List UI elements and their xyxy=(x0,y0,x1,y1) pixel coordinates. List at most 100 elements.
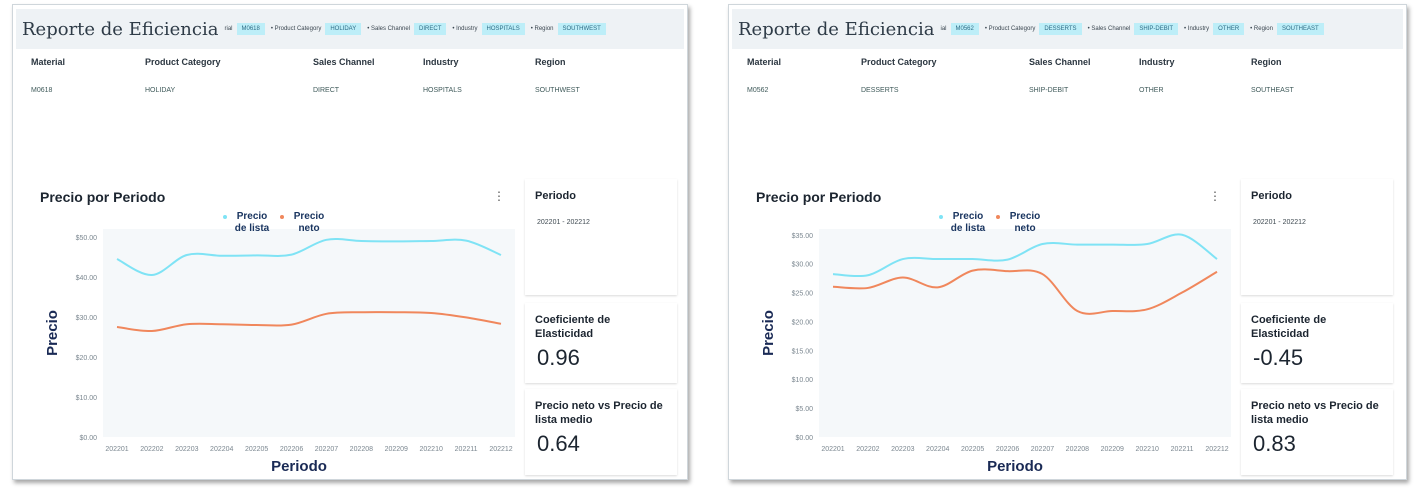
info-column-value: DESSERTS xyxy=(861,87,899,94)
filter-chip[interactable]: • Industry OTHER xyxy=(1184,23,1245,35)
filter-value[interactable]: M0618 xyxy=(236,23,265,35)
periodo-card: Periodo 202201 - 202212 xyxy=(1241,179,1393,295)
material-info-table: Material M0562 Product Category DESSERTS Sal… xyxy=(743,57,1396,107)
elasticity-card: Coeficiente de Elasticidad 0.96 xyxy=(525,303,677,383)
legend-swatch-icon xyxy=(280,215,284,219)
info-column: Industry HOSPITALS xyxy=(423,57,462,94)
price-ratio-title: Precio neto vs Precio de lista medio xyxy=(1251,400,1379,426)
x-tick-label: 202201 xyxy=(821,446,844,453)
report-title: Reporte de Eficiencia xyxy=(738,18,935,40)
plot-area xyxy=(103,229,515,437)
y-tick-label: $40.00 xyxy=(76,275,98,282)
info-column-header: Industry xyxy=(423,57,459,67)
filter-value[interactable]: OTHER xyxy=(1213,23,1245,35)
filter-value[interactable]: SOUTHWEST xyxy=(557,23,606,35)
x-tick-label: 202210 xyxy=(420,446,443,453)
more-options-icon[interactable]: ⋮ xyxy=(493,189,505,203)
price-chart-card: $0.00 $5.00 $10.00 $15.00 $20.00 $25.00 $30.00… xyxy=(739,179,1239,475)
periodo-value: 202201 - 202212 xyxy=(1253,219,1306,226)
filter-label: rial xyxy=(224,26,233,32)
info-column-header: Material xyxy=(747,57,782,67)
report-header: Reporte de Eficiencia rial M0618 • Product… xyxy=(16,9,684,49)
periodo-value: 202201 - 202212 xyxy=(537,219,590,226)
price-chart-card: $0.00 $10.00 $20.00 $30.00 $40.00 $50.00 20220… xyxy=(23,179,523,475)
filter-label: • Product Category xyxy=(984,26,1036,32)
y-tick-label: $50.00 xyxy=(76,235,98,242)
info-column-value: DIRECT xyxy=(313,87,340,94)
x-tick-label: 202209 xyxy=(1101,446,1124,453)
x-tick-label: 202207 xyxy=(1031,446,1054,453)
y-tick-label: $30.00 xyxy=(76,315,98,322)
y-tick-label: $25.00 xyxy=(792,291,814,298)
report-header: Reporte de Eficiencia ial M0562 • Product … xyxy=(732,9,1403,49)
filter-label: ial xyxy=(940,26,947,32)
filter-value[interactable]: DIRECT xyxy=(414,23,447,35)
legend-item[interactable]: Precio neto xyxy=(996,211,1045,235)
y-tick-label: $0.00 xyxy=(79,435,97,442)
legend-item[interactable]: Precio neto xyxy=(280,211,329,235)
info-column: Product Category HOLIDAY xyxy=(145,57,221,94)
filter-value[interactable]: M0562 xyxy=(950,23,979,35)
legend-label: Precio neto xyxy=(293,211,325,234)
series-line[interactable] xyxy=(832,268,1218,315)
info-column-value: SHIP-DEBIT xyxy=(1029,87,1069,94)
y-tick-label: $10.00 xyxy=(76,395,98,402)
filter-chip[interactable]: • Product Category DESSERTS xyxy=(985,23,1082,35)
x-tick-label: 202206 xyxy=(280,446,303,453)
info-column-value: M0618 xyxy=(31,87,53,94)
x-tick-label: 202211 xyxy=(1171,446,1194,453)
filter-chip[interactable]: ial M0562 xyxy=(940,23,979,35)
y-tick-label: $10.00 xyxy=(792,377,814,384)
filter-chip[interactable]: • Region SOUTHWEST xyxy=(531,23,606,35)
more-options-icon[interactable]: ⋮ xyxy=(1209,189,1221,203)
x-tick-label: 202210 xyxy=(1136,446,1159,453)
filter-label: • Industry xyxy=(452,26,478,32)
legend-swatch-icon xyxy=(223,215,227,219)
filter-label: • Industry xyxy=(1184,26,1210,32)
info-column: Material M0562 xyxy=(747,57,781,94)
info-column-header: Product Category xyxy=(861,57,937,67)
legend-item[interactable]: Precio de lista xyxy=(939,211,988,235)
y-tick-label: $5.00 xyxy=(795,406,813,413)
price-ratio-value: 0.83 xyxy=(1253,431,1296,456)
y-axis-title: Precio xyxy=(44,310,61,356)
material-info-table: Material M0618 Product Category HOLIDAY Sale… xyxy=(27,57,677,107)
filter-value[interactable]: DESSERTS xyxy=(1039,23,1082,35)
info-column-value: SOUTHEAST xyxy=(1251,87,1294,94)
series-line[interactable] xyxy=(116,311,502,333)
filter-value[interactable]: SHIP-DEBIT xyxy=(1134,23,1179,35)
chart-title: Precio por Periodo xyxy=(40,189,166,205)
filter-chip[interactable]: rial M0618 xyxy=(224,23,265,35)
filter-label: • Product Category xyxy=(270,26,322,32)
filter-chip[interactable]: • Industry HOSPITALS xyxy=(452,23,525,35)
filter-chip[interactable]: • Sales Channel SHIP-DEBIT xyxy=(1087,23,1179,35)
price-ratio-card: Precio neto vs Precio de lista medio 0.8… xyxy=(1241,389,1393,475)
elasticity-value: -0.45 xyxy=(1253,345,1304,370)
x-tick-label: 202206 xyxy=(996,446,1019,453)
filter-value[interactable]: HOSPITALS xyxy=(481,23,525,35)
filter-value[interactable]: HOLIDAY xyxy=(325,23,362,35)
y-tick-label: $0.00 xyxy=(795,435,813,442)
x-tick-label: 202205 xyxy=(961,446,984,453)
filter-label: • Sales Channel xyxy=(1087,26,1131,32)
series-line[interactable] xyxy=(832,233,1218,278)
filter-label: • Region xyxy=(530,26,554,32)
efficiency-report-panel-2: Reporte de Eficiencia ial M0562 • Product … xyxy=(728,4,1407,480)
y-tick-label: $15.00 xyxy=(792,348,814,355)
x-tick-label: 202205 xyxy=(245,446,268,453)
filter-value[interactable]: SOUTHEAST xyxy=(1276,23,1324,35)
x-tick-label: 202208 xyxy=(1066,446,1089,453)
x-tick-label: 202207 xyxy=(315,446,338,453)
filter-chip[interactable]: • Sales Channel DIRECT xyxy=(367,23,447,35)
legend-label: Precio de lista xyxy=(950,211,986,234)
legend-item[interactable]: Precio de lista xyxy=(223,211,272,235)
elasticity-title: Coeficiente de Elasticidad xyxy=(1251,314,1327,340)
series-line[interactable] xyxy=(116,237,502,277)
elasticity-title: Coeficiente de Elasticidad xyxy=(535,314,611,340)
x-tick-label: 202202 xyxy=(140,446,163,453)
filter-chip[interactable]: • Region SOUTHEAST xyxy=(1250,23,1324,35)
y-tick-label: $20.00 xyxy=(76,355,98,362)
filter-chip[interactable]: • Product Category HOLIDAY xyxy=(270,23,362,35)
legend-swatch-icon xyxy=(996,215,1000,219)
info-column-header: Material xyxy=(31,57,66,67)
